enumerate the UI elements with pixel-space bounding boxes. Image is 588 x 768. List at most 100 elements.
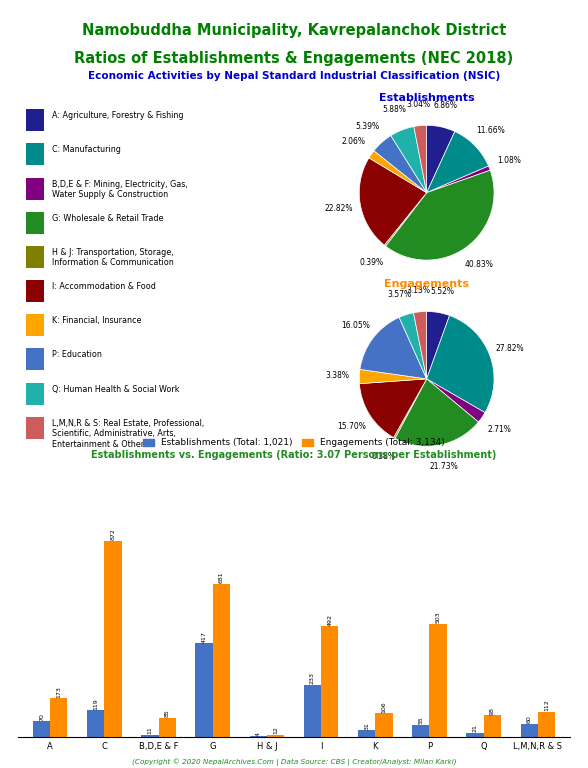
Text: 40.83%: 40.83% xyxy=(465,260,493,270)
Text: 3.57%: 3.57% xyxy=(387,290,412,299)
Text: 11.66%: 11.66% xyxy=(476,126,505,135)
Text: 492: 492 xyxy=(328,614,332,626)
Wedge shape xyxy=(427,379,485,422)
Text: 5.88%: 5.88% xyxy=(382,105,406,114)
Text: H & J: Transportation, Storage,
Information & Communication: H & J: Transportation, Storage, Informat… xyxy=(52,248,174,267)
Text: P: Education: P: Education xyxy=(52,350,102,359)
Title: Establishments vs. Engagements (Ratio: 3.07 Persons per Establishment): Establishments vs. Engagements (Ratio: 3… xyxy=(91,450,497,460)
Text: 85: 85 xyxy=(165,710,170,717)
Bar xyxy=(26,280,44,302)
Bar xyxy=(104,541,122,737)
Bar xyxy=(412,725,429,737)
Text: Q: Human Health & Social Work: Q: Human Health & Social Work xyxy=(52,385,179,394)
Bar xyxy=(33,721,50,737)
Text: 6.86%: 6.86% xyxy=(434,101,457,111)
Text: 31: 31 xyxy=(364,722,369,730)
Text: 3.04%: 3.04% xyxy=(406,100,430,108)
Text: 106: 106 xyxy=(382,701,386,713)
Text: 0.38%: 0.38% xyxy=(372,452,396,462)
Bar xyxy=(141,735,159,737)
Text: 22.82%: 22.82% xyxy=(325,204,353,213)
Text: 3.13%: 3.13% xyxy=(406,286,430,295)
Wedge shape xyxy=(385,193,427,246)
Text: 55: 55 xyxy=(418,717,423,724)
Wedge shape xyxy=(374,136,427,193)
Text: Economic Activities by Nepal Standard Industrial Classification (NSIC): Economic Activities by Nepal Standard In… xyxy=(88,71,500,81)
Wedge shape xyxy=(359,379,427,438)
Bar xyxy=(195,644,213,737)
Text: 173: 173 xyxy=(56,686,61,697)
Bar xyxy=(26,246,44,268)
Bar xyxy=(429,624,447,737)
Title: Engagements: Engagements xyxy=(384,280,469,290)
Bar xyxy=(484,715,501,737)
Title: Establishments: Establishments xyxy=(379,93,475,103)
Bar xyxy=(26,417,44,439)
Bar xyxy=(213,584,230,737)
Text: 27.82%: 27.82% xyxy=(496,344,524,353)
Wedge shape xyxy=(427,316,494,412)
Text: 119: 119 xyxy=(93,698,98,710)
Text: 0.39%: 0.39% xyxy=(359,258,383,267)
Wedge shape xyxy=(359,369,427,384)
Text: 3.38%: 3.38% xyxy=(326,371,350,380)
Text: 2.71%: 2.71% xyxy=(487,425,512,434)
Wedge shape xyxy=(395,379,479,446)
Text: 12: 12 xyxy=(273,726,278,734)
Bar xyxy=(358,730,375,737)
Wedge shape xyxy=(427,166,490,193)
Bar xyxy=(26,109,44,131)
Bar xyxy=(26,177,44,200)
Text: 2.06%: 2.06% xyxy=(342,137,366,147)
Text: L,M,N,R & S: Real Estate, Professional,
Scientific, Administrative, Arts,
Entert: L,M,N,R & S: Real Estate, Professional, … xyxy=(52,419,205,449)
Wedge shape xyxy=(369,151,427,193)
Text: 872: 872 xyxy=(111,528,115,540)
Text: 70: 70 xyxy=(39,713,44,721)
Text: 4: 4 xyxy=(256,732,260,736)
Text: 15.70%: 15.70% xyxy=(337,422,366,431)
Text: 21: 21 xyxy=(473,724,477,732)
Wedge shape xyxy=(414,125,427,193)
Text: 1.08%: 1.08% xyxy=(497,156,522,165)
Text: Namobuddha Municipality, Kavrepalanchok District: Namobuddha Municipality, Kavrepalanchok … xyxy=(82,23,506,38)
Bar xyxy=(267,734,284,737)
Text: 16.05%: 16.05% xyxy=(341,321,370,330)
Text: 11: 11 xyxy=(148,727,152,734)
Text: 5.39%: 5.39% xyxy=(355,122,379,131)
Bar xyxy=(375,713,393,737)
Text: 681: 681 xyxy=(219,571,224,583)
Bar xyxy=(50,698,68,737)
Bar xyxy=(26,212,44,233)
Wedge shape xyxy=(427,312,450,379)
Bar xyxy=(26,382,44,405)
Bar xyxy=(87,710,104,737)
Text: (Copyright © 2020 NepalArchives.Com | Data Source: CBS | Creator/Analyst: Milan : (Copyright © 2020 NepalArchives.Com | Da… xyxy=(132,759,456,766)
Text: B,D,E & F: Mining, Electricity, Gas,
Water Supply & Construction: B,D,E & F: Mining, Electricity, Gas, Wat… xyxy=(52,180,188,199)
Legend: Establishments (Total: 1,021), Engagements (Total: 3,134): Establishments (Total: 1,021), Engagemen… xyxy=(140,435,448,451)
Bar xyxy=(520,723,538,737)
Bar xyxy=(538,712,555,737)
Wedge shape xyxy=(391,127,427,193)
Text: I: Accommodation & Food: I: Accommodation & Food xyxy=(52,282,156,291)
Bar xyxy=(26,314,44,336)
Bar xyxy=(26,349,44,370)
Text: 5.52%: 5.52% xyxy=(430,286,454,296)
Bar xyxy=(159,718,176,737)
Text: C: Manufacturing: C: Manufacturing xyxy=(52,145,121,154)
Bar xyxy=(304,685,321,737)
Text: K: Financial, Insurance: K: Financial, Insurance xyxy=(52,316,142,326)
Bar xyxy=(321,627,339,737)
Text: A: Agriculture, Forestry & Fishing: A: Agriculture, Forestry & Fishing xyxy=(52,111,183,121)
Wedge shape xyxy=(360,317,427,379)
Text: 417: 417 xyxy=(202,631,206,643)
Text: 98: 98 xyxy=(490,707,495,714)
Text: Ratios of Establishments & Engagements (NEC 2018): Ratios of Establishments & Engagements (… xyxy=(74,51,514,66)
Wedge shape xyxy=(427,125,455,193)
Text: 503: 503 xyxy=(436,611,440,623)
Wedge shape xyxy=(413,312,427,379)
Wedge shape xyxy=(399,313,427,379)
Text: 233: 233 xyxy=(310,672,315,684)
Bar xyxy=(466,733,484,737)
Text: 60: 60 xyxy=(527,715,532,723)
Wedge shape xyxy=(386,170,494,260)
